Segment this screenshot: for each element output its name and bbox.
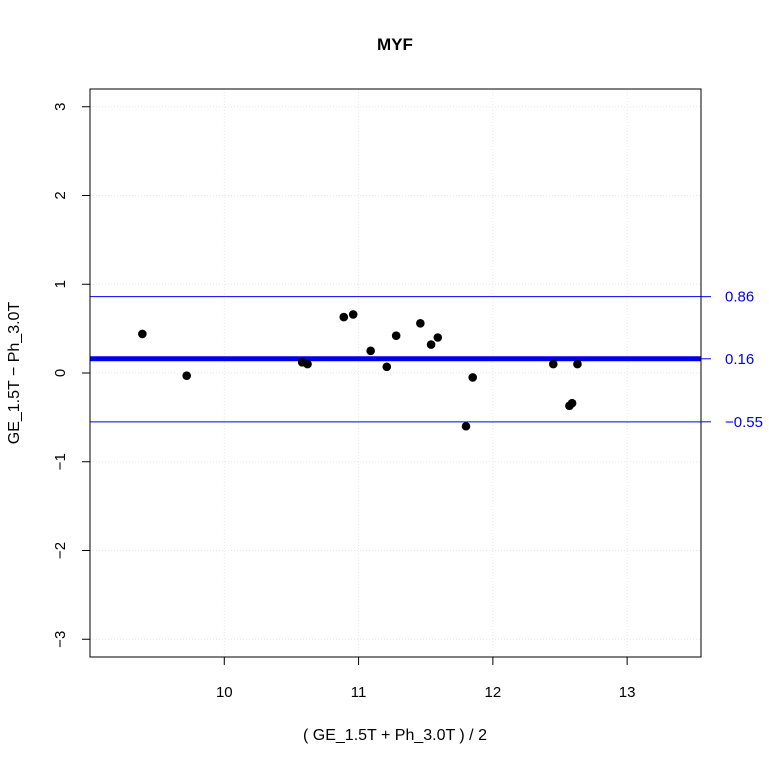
data-point	[303, 359, 312, 369]
data-point	[548, 359, 558, 369]
data-point	[348, 310, 358, 319]
y-tick-label: 0	[52, 369, 69, 377]
reference-labels: 0.86 0.16 −0.55	[701, 289, 763, 431]
data-point	[339, 312, 349, 322]
x-axis: 10 11 12 13	[216, 657, 636, 701]
reference-lines	[90, 296, 701, 423]
reference-value-label: 0.86	[725, 289, 754, 306]
x-axis-label: ( GE_1.5T + Ph_3.0T ) / 2	[303, 727, 487, 744]
x-tick-label: 13	[619, 684, 636, 701]
y-tick-label: 2	[52, 191, 69, 199]
x-tick-label: 10	[216, 684, 233, 701]
data-point	[433, 333, 443, 342]
data-point	[366, 346, 375, 356]
y-tick-label: 1	[52, 280, 69, 288]
y-tick-label: −2	[52, 542, 69, 559]
y-tick-label: 3	[52, 103, 69, 111]
data-points	[138, 310, 582, 431]
data-point	[391, 331, 401, 341]
y-tick-label: −1	[52, 453, 69, 470]
data-point	[416, 319, 425, 328]
data-point	[426, 340, 436, 349]
y-axis-label: GE_1.5T − Ph_3.0T	[6, 302, 23, 445]
data-point	[461, 421, 471, 431]
data-point	[567, 398, 577, 408]
reference-value-label: −0.55	[725, 414, 763, 431]
y-axis: 3 2 1 0 −1 −2 −3	[52, 103, 90, 648]
y-tick-label: −3	[52, 631, 69, 648]
data-point	[573, 359, 582, 369]
x-tick-label: 12	[485, 684, 502, 701]
data-point	[382, 362, 392, 372]
data-point	[182, 371, 191, 380]
reference-value-label: 0.16	[725, 351, 754, 368]
data-point	[468, 373, 478, 382]
chart-title: MYF	[377, 35, 413, 54]
x-tick-label: 11	[351, 684, 367, 701]
data-point	[138, 329, 147, 339]
